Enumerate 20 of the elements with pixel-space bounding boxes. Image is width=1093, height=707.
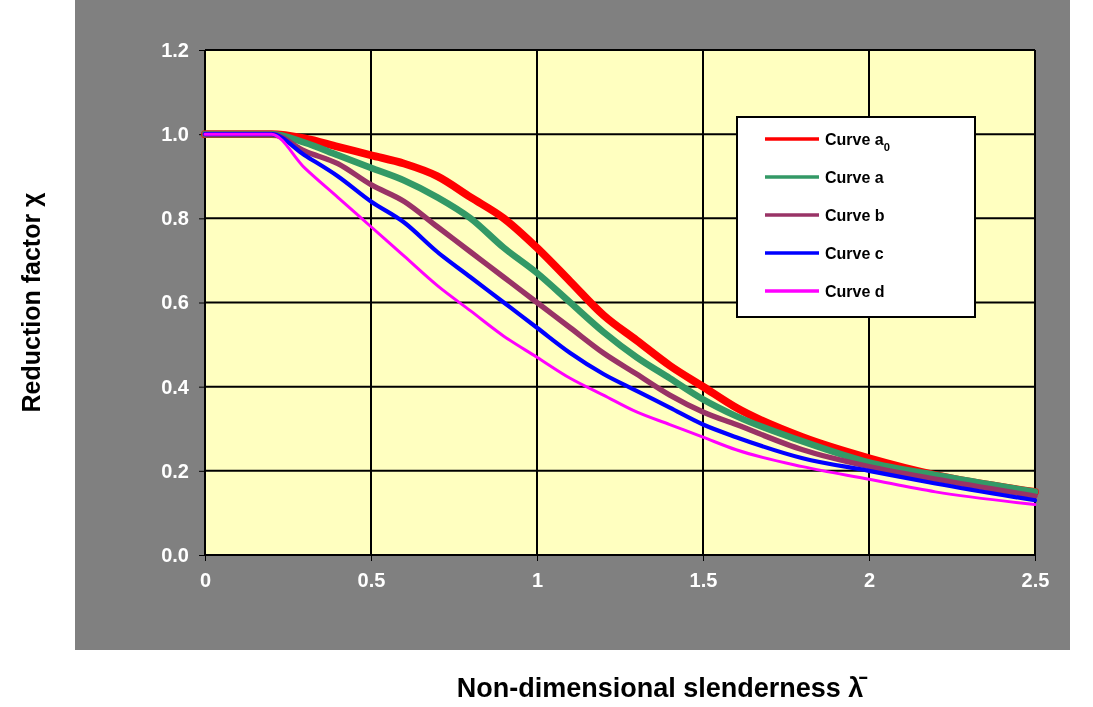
legend-label: Curve a$_{0}$: [825, 131, 890, 153]
x-axis-title: Non-dimensional slenderness λ̄: [456, 673, 869, 703]
x-tick-label: 1.5: [689, 569, 718, 592]
legend-label: Curve c: [825, 245, 884, 262]
x-tick-label: 1: [531, 569, 544, 592]
legend-label: Curve b: [825, 207, 885, 224]
legend-label: Curve d: [825, 283, 885, 300]
y-tick-label: 0.6: [161, 291, 189, 314]
y-tick-label: 0.0: [161, 543, 189, 566]
y-tick-label: 0.4: [161, 375, 190, 398]
y-tick-label: 1.0: [161, 123, 189, 146]
y-axis-title: Reduction factor χ: [17, 191, 45, 413]
y-tick-label: 1.2: [161, 38, 189, 61]
x-tick-label: 0.5: [357, 569, 386, 592]
x-tick-label: 0: [199, 569, 212, 592]
x-tick-label: 2: [863, 569, 876, 592]
legend-label: Curve a: [825, 169, 884, 186]
y-tick-label: 0.2: [161, 459, 189, 482]
y-tick-label: 0.8: [161, 207, 189, 230]
x-tick-label: 2.5: [1021, 569, 1050, 592]
